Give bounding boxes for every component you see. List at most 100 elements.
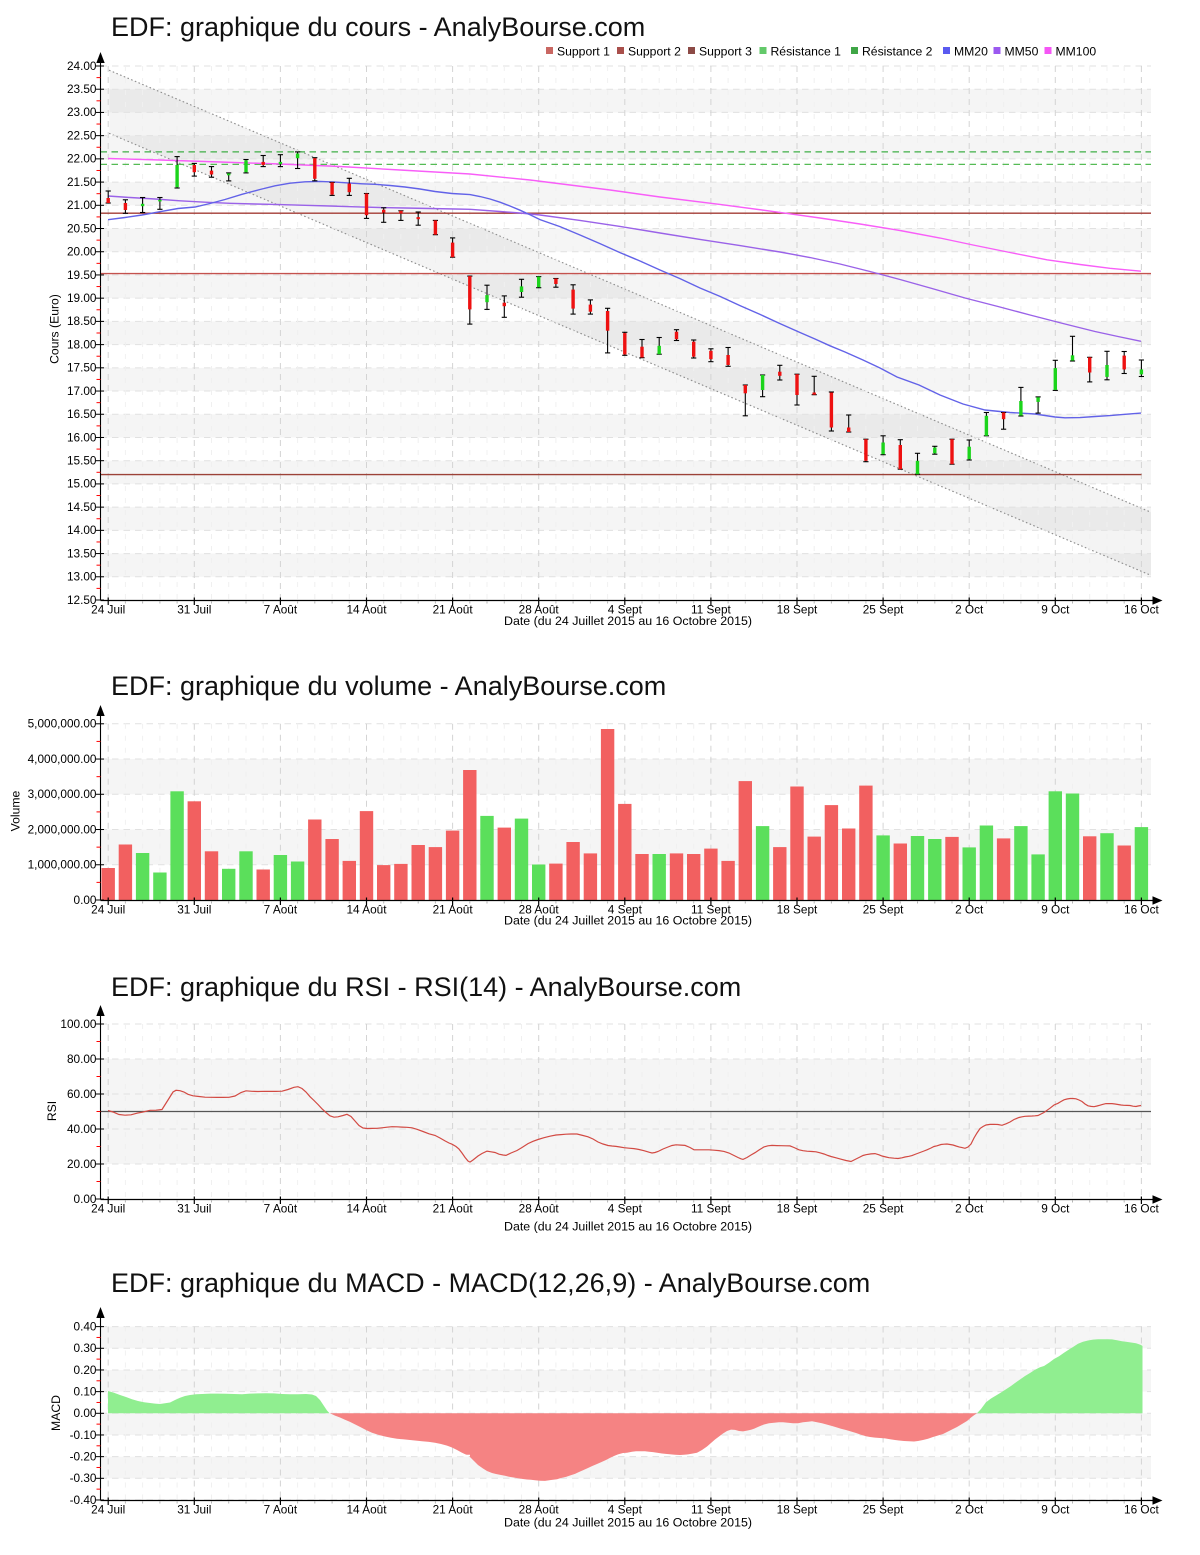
svg-text:2 Oct: 2 Oct — [955, 603, 984, 617]
svg-text:14 Août: 14 Août — [346, 1503, 387, 1517]
svg-text:20.00: 20.00 — [67, 1157, 97, 1171]
svg-text:18.00: 18.00 — [67, 337, 97, 351]
svg-text:Date (du 24 Juillet 2015 au 16: Date (du 24 Juillet 2015 au 16 Octobre 2… — [504, 914, 752, 928]
svg-text:12.50: 12.50 — [67, 593, 97, 607]
svg-text:1,000,000.00: 1,000,000.00 — [28, 858, 97, 872]
svg-text:MM20: MM20 — [954, 45, 988, 59]
svg-text:4 Sept: 4 Sept — [608, 903, 643, 917]
svg-text:0.30: 0.30 — [74, 1341, 97, 1355]
svg-text:25 Sept: 25 Sept — [863, 1503, 904, 1517]
svg-text:22.00: 22.00 — [67, 152, 97, 166]
svg-text:20.00: 20.00 — [67, 245, 97, 259]
svg-text:14.50: 14.50 — [67, 500, 97, 514]
svg-text:Date (du 24 Juillet 2015 au 16: Date (du 24 Juillet 2015 au 16 Octobre 2… — [504, 614, 752, 628]
svg-text:2 Oct: 2 Oct — [955, 903, 984, 917]
svg-text:11 Sept: 11 Sept — [691, 903, 732, 917]
svg-text:0.00: 0.00 — [74, 1406, 97, 1420]
svg-text:17.00: 17.00 — [67, 384, 97, 398]
svg-text:16 Oct: 16 Oct — [1124, 903, 1159, 917]
svg-text:18 Sept: 18 Sept — [777, 903, 818, 917]
svg-text:14 Août: 14 Août — [346, 1202, 387, 1216]
svg-text:28 Août: 28 Août — [519, 903, 560, 917]
svg-text:25 Sept: 25 Sept — [863, 603, 904, 617]
svg-text:19.50: 19.50 — [67, 268, 97, 282]
svg-text:80.00: 80.00 — [67, 1052, 97, 1066]
svg-text:7 Août: 7 Août — [264, 1202, 298, 1216]
svg-text:21 Août: 21 Août — [433, 1503, 474, 1517]
svg-text:0.20: 0.20 — [74, 1363, 97, 1377]
svg-text:18 Sept: 18 Sept — [777, 1503, 818, 1517]
svg-text:9 Oct: 9 Oct — [1041, 903, 1070, 917]
svg-text:MM50: MM50 — [1005, 45, 1039, 59]
svg-text:-0.20: -0.20 — [70, 1449, 97, 1463]
svg-text:16.00: 16.00 — [67, 430, 97, 444]
svg-text:21.50: 21.50 — [67, 175, 97, 189]
svg-text:Support 3: Support 3 — [699, 45, 752, 59]
svg-text:16 Oct: 16 Oct — [1124, 1202, 1159, 1216]
svg-text:24.00: 24.00 — [67, 59, 97, 73]
svg-text:25 Sept: 25 Sept — [863, 903, 904, 917]
svg-text:4 Sept: 4 Sept — [608, 1503, 643, 1517]
svg-text:Résistance 1: Résistance 1 — [771, 45, 842, 59]
svg-text:31 Juil: 31 Juil — [177, 1503, 211, 1517]
svg-text:3,000,000.00: 3,000,000.00 — [28, 787, 97, 801]
svg-text:15.00: 15.00 — [67, 477, 97, 491]
svg-text:-0.10: -0.10 — [70, 1428, 97, 1442]
svg-text:14.00: 14.00 — [67, 523, 97, 537]
svg-text:31 Juil: 31 Juil — [177, 1202, 211, 1216]
svg-text:5,000,000.00: 5,000,000.00 — [28, 717, 97, 731]
svg-text:24 Juil: 24 Juil — [91, 903, 125, 917]
svg-text:11 Sept: 11 Sept — [691, 603, 732, 617]
svg-text:Support 1: Support 1 — [557, 45, 610, 59]
svg-text:25 Sept: 25 Sept — [863, 1202, 904, 1216]
svg-text:31 Juil: 31 Juil — [177, 903, 211, 917]
svg-text:EDF: graphique du RSI - RSI(14: EDF: graphique du RSI - RSI(14) - AnalyB… — [111, 972, 741, 1002]
svg-text:4 Sept: 4 Sept — [608, 1202, 643, 1216]
svg-text:4 Sept: 4 Sept — [608, 603, 643, 617]
svg-text:-0.40: -0.40 — [70, 1493, 97, 1507]
svg-text:Résistance 2: Résistance 2 — [862, 45, 933, 59]
svg-text:13.50: 13.50 — [67, 546, 97, 560]
svg-text:MACD: MACD — [49, 1395, 63, 1431]
svg-text:23.50: 23.50 — [67, 82, 97, 96]
svg-text:-0.30: -0.30 — [70, 1471, 97, 1485]
svg-text:24 Juil: 24 Juil — [91, 603, 125, 617]
svg-text:28 Août: 28 Août — [519, 1503, 560, 1517]
svg-text:16 Oct: 16 Oct — [1124, 603, 1159, 617]
svg-text:2 Oct: 2 Oct — [955, 1503, 984, 1517]
svg-text:22.50: 22.50 — [67, 128, 97, 142]
svg-text:19.00: 19.00 — [67, 291, 97, 305]
svg-text:4,000,000.00: 4,000,000.00 — [28, 752, 97, 766]
svg-text:40.00: 40.00 — [67, 1122, 97, 1136]
svg-text:7 Août: 7 Août — [264, 1503, 298, 1517]
svg-text:14 Août: 14 Août — [346, 603, 387, 617]
svg-text:14 Août: 14 Août — [346, 903, 387, 917]
svg-text:MM100: MM100 — [1056, 45, 1097, 59]
svg-text:Volume: Volume — [9, 790, 23, 831]
svg-text:31 Juil: 31 Juil — [177, 603, 211, 617]
svg-text:EDF: graphique du cours - Anal: EDF: graphique du cours - AnalyBourse.co… — [111, 12, 645, 42]
svg-text:60.00: 60.00 — [67, 1087, 97, 1101]
svg-text:2 Oct: 2 Oct — [955, 1202, 984, 1216]
svg-text:28 Août: 28 Août — [519, 603, 560, 617]
svg-text:100.00: 100.00 — [60, 1017, 97, 1031]
svg-text:RSI: RSI — [45, 1101, 59, 1121]
svg-text:24 Juil: 24 Juil — [91, 1202, 125, 1216]
svg-text:EDF: graphique du MACD - MACD(: EDF: graphique du MACD - MACD(12,26,9) -… — [111, 1268, 870, 1298]
svg-text:11 Sept: 11 Sept — [691, 1202, 732, 1216]
svg-text:15.50: 15.50 — [67, 454, 97, 468]
svg-text:21 Août: 21 Août — [433, 603, 474, 617]
svg-text:18 Sept: 18 Sept — [777, 1202, 818, 1216]
svg-text:7 Août: 7 Août — [264, 603, 298, 617]
svg-text:0.40: 0.40 — [74, 1319, 97, 1333]
svg-text:18.50: 18.50 — [67, 314, 97, 328]
svg-text:17.50: 17.50 — [67, 361, 97, 375]
svg-text:16.50: 16.50 — [67, 407, 97, 421]
svg-text:21 Août: 21 Août — [433, 903, 474, 917]
svg-text:21.00: 21.00 — [67, 198, 97, 212]
svg-text:20.50: 20.50 — [67, 221, 97, 235]
svg-text:Support 2: Support 2 — [628, 45, 681, 59]
svg-text:0.10: 0.10 — [74, 1384, 97, 1398]
svg-text:7 Août: 7 Août — [264, 903, 298, 917]
svg-text:18 Sept: 18 Sept — [777, 603, 818, 617]
